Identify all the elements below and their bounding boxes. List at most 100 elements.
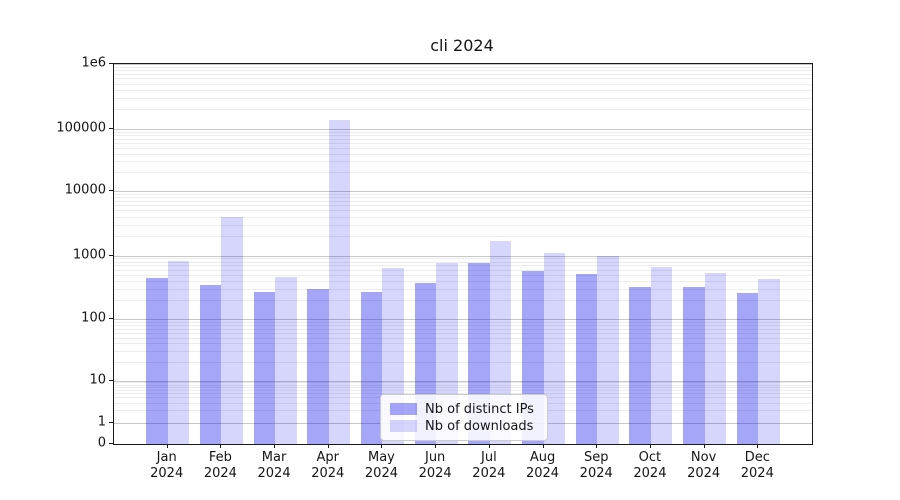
minor-gridline <box>114 147 812 149</box>
minor-gridline <box>114 205 812 207</box>
minor-gridline <box>114 78 812 80</box>
x-tick-mark <box>435 444 437 448</box>
x-tick-label-jan: Jan 2024 <box>150 450 184 482</box>
x-tick-label-nov: Nov 2024 <box>687 450 721 482</box>
minor-gridline <box>114 321 812 323</box>
legend: Nb of distinct IPs Nb of downloads <box>380 394 548 441</box>
legend-label: Nb of downloads <box>425 418 534 434</box>
minor-gridline <box>114 280 812 282</box>
bar-ips-mar <box>253 291 276 444</box>
legend-row: Nb of distinct IPs <box>390 401 538 417</box>
minor-gridline <box>114 224 812 226</box>
minor-gridline <box>114 200 812 202</box>
y-tick-mark <box>109 63 113 64</box>
minor-gridline <box>114 70 812 72</box>
bar-ips-jan <box>146 277 168 444</box>
legend-swatch-ips <box>390 403 417 415</box>
minor-gridline <box>114 153 812 155</box>
minor-gridline <box>114 393 812 395</box>
minor-gridline <box>114 274 812 276</box>
y-tick-label: 10 <box>89 372 106 387</box>
minor-gridline <box>114 351 812 353</box>
x-tick-mark <box>220 444 222 448</box>
minor-gridline <box>114 138 812 140</box>
minor-gridline <box>114 324 812 326</box>
minor-gridline <box>114 269 812 271</box>
x-tick-label-dec: Dec 2024 <box>740 450 774 482</box>
major-gridline <box>114 380 812 382</box>
bar-ips-apr <box>307 288 329 444</box>
bar-downloads-feb <box>221 217 243 444</box>
bar-ips-oct <box>629 286 651 444</box>
minor-gridline <box>114 343 812 345</box>
y-tick-label: 1000 <box>72 247 106 262</box>
minor-gridline <box>114 83 812 85</box>
y-tick-mark <box>109 128 113 129</box>
minor-gridline <box>114 97 812 99</box>
y-tick-mark <box>109 190 113 191</box>
bar-downloads-sep <box>597 255 619 444</box>
y-tick-label: 1e6 <box>81 55 106 71</box>
minor-gridline <box>114 135 812 136</box>
minor-gridline <box>114 328 812 330</box>
x-tick-mark <box>274 444 276 448</box>
x-tick-mark <box>703 444 705 448</box>
bar-downloads-aug <box>543 252 566 444</box>
x-tick-label-apr: Apr 2024 <box>311 450 345 482</box>
bar-ips-feb <box>199 285 222 444</box>
x-tick-mark <box>488 444 490 448</box>
minor-gridline <box>114 193 812 195</box>
minor-gridline <box>114 197 812 199</box>
minor-gridline <box>114 288 812 290</box>
minor-gridline <box>114 382 812 384</box>
major-gridline <box>114 319 812 320</box>
x-tick-mark <box>381 444 383 448</box>
y-tick-label: 0 <box>97 435 106 451</box>
plot-area: Nb of distinct IPs Nb of downloads <box>113 63 813 445</box>
minor-gridline <box>114 216 812 218</box>
x-tick-label-mar: Mar 2024 <box>257 450 291 482</box>
minor-gridline <box>114 236 812 238</box>
bar-ips-dec <box>736 292 759 444</box>
minor-gridline <box>114 66 812 68</box>
minor-gridline <box>114 389 812 391</box>
bar-ips-nov <box>683 286 705 444</box>
major-gridline <box>114 64 812 65</box>
minor-gridline <box>114 161 812 163</box>
y-tick-mark <box>109 254 113 256</box>
bar-downloads-oct <box>650 266 673 444</box>
minor-gridline <box>114 89 812 91</box>
x-tick-mark <box>542 444 544 448</box>
minor-gridline <box>114 361 812 363</box>
y-tick-label: 10000 <box>64 182 106 198</box>
y-tick-mark <box>109 422 113 423</box>
legend-label: Nb of distinct IPs <box>425 401 534 417</box>
legend-row: Nb of downloads <box>390 418 538 434</box>
bar-downloads-dec <box>758 278 780 444</box>
minor-gridline <box>114 265 812 267</box>
y-tick-label: 100 <box>81 310 106 326</box>
x-tick-label-sep: Sep 2024 <box>579 450 613 482</box>
minor-gridline <box>114 337 812 339</box>
minor-gridline <box>114 258 812 260</box>
major-gridline <box>114 129 812 130</box>
minor-gridline <box>114 142 812 144</box>
minor-gridline <box>114 299 812 301</box>
bar-downloads-jul <box>489 241 512 444</box>
y-tick-mark <box>109 318 113 319</box>
bar-downloads-jan <box>167 260 190 444</box>
minor-gridline <box>114 210 812 212</box>
minor-gridline <box>114 384 812 386</box>
y-tick-mark <box>109 379 113 381</box>
x-tick-mark <box>649 444 651 448</box>
x-tick-label-may: May 2024 <box>364 450 398 482</box>
minor-gridline <box>114 131 812 133</box>
bar-downloads-nov <box>704 272 727 444</box>
minor-gridline <box>114 109 812 111</box>
x-tick-label-jun: Jun 2024 <box>418 450 452 482</box>
x-tick-label-jul: Jul 2024 <box>472 450 506 482</box>
x-tick-label-feb: Feb 2024 <box>203 450 237 482</box>
x-tick-mark <box>327 444 329 448</box>
bar-downloads-apr <box>328 119 351 444</box>
